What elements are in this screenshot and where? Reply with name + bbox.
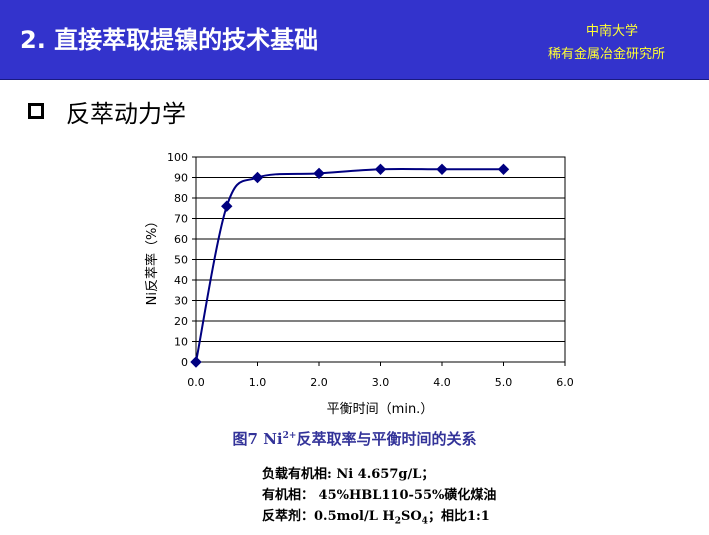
header-bar: 2. 直接萃取提镍的技术基础 中南大学 稀有金属冶金研究所 xyxy=(0,0,709,80)
slide-title: 2. 直接萃取提镍的技术基础 xyxy=(20,26,319,54)
note-stripping-agent: 反萃剂：0.5mol/L H2SO4；相比1:1 xyxy=(262,505,490,527)
data-point-5 xyxy=(436,163,448,176)
y-tick-label-1: 10 xyxy=(174,336,188,349)
caption-suffix: 反萃取率与平衡时间的关系 xyxy=(296,430,477,448)
section-heading: 反萃动力学 xyxy=(28,93,186,129)
square-bullet-icon xyxy=(28,103,44,119)
section-title: 反萃动力学 xyxy=(66,99,186,128)
y-axis-label: Ni反萃率（%） xyxy=(144,215,160,306)
y-tick-label-0: 0 xyxy=(181,356,188,369)
y-tick-label-3: 30 xyxy=(174,295,188,308)
stripping-rate-chart: 0 10 20 30 40 50 60 70 80 90 100 0.0 1.0 2.0 3.0 4.0 5.… xyxy=(144,151,574,417)
caption-prefix: 图7 Ni xyxy=(232,430,283,448)
data-point-4 xyxy=(374,163,387,176)
y-tick-labels: 0 10 20 30 40 50 60 70 80 90 100 xyxy=(167,151,196,369)
org-name-institute: 稀有金属冶金研究所 xyxy=(548,47,666,62)
data-point-0 xyxy=(190,356,202,368)
data-point-2 xyxy=(251,171,264,184)
x-tick-label-3: 3.0 xyxy=(372,376,390,389)
x-tick-label-1: 1.0 xyxy=(249,376,267,389)
y-tick-label-2: 20 xyxy=(174,315,188,328)
x-tick-label-0: 0.0 xyxy=(187,376,205,389)
org-name-university: 中南大学 xyxy=(586,24,639,39)
note-3-sub2: 4 xyxy=(421,516,428,527)
y-tick-label-7: 70 xyxy=(174,213,188,226)
note-3-mid: SO xyxy=(400,509,422,524)
data-point-3 xyxy=(313,167,325,180)
figure-caption: 图7 Ni2+反萃取率与平衡时间的关系 xyxy=(0,428,709,449)
x-tick-label-2: 2.0 xyxy=(310,376,328,389)
data-point-1 xyxy=(221,200,233,212)
y-tick-label-10: 100 xyxy=(167,151,188,164)
series-points xyxy=(190,163,510,368)
note-loaded-organic: 负载有机相: Ni 4.657g/L； xyxy=(262,467,435,482)
x-tick-label-4: 4.0 xyxy=(433,376,451,389)
note-3-sub1: 2 xyxy=(394,516,401,527)
y-tick-label-4: 40 xyxy=(174,274,188,287)
x-axis-label: 平衡时间（min.） xyxy=(327,402,434,417)
x-tick-labels: 0.0 1.0 2.0 3.0 4.0 5.0 6.0 xyxy=(187,362,574,389)
caption-superscript: 2+ xyxy=(282,431,297,441)
note-organic-phase: 有机相： 45%HBL110-55%磺化煤油 xyxy=(262,488,497,503)
y-tick-label-9: 90 xyxy=(174,172,188,185)
note-3-prefix: 反萃剂：0.5mol/L H xyxy=(262,509,395,524)
y-tick-label-5: 50 xyxy=(174,254,188,267)
y-tick-label-8: 80 xyxy=(174,192,188,205)
y-tick-label-6: 60 xyxy=(174,233,188,246)
data-point-6 xyxy=(497,163,510,176)
note-3-suffix: ；相比1:1 xyxy=(427,509,490,524)
x-tick-label-5: 5.0 xyxy=(495,376,513,389)
chart-grid xyxy=(196,156,565,363)
x-tick-label-6: 6.0 xyxy=(556,376,574,389)
